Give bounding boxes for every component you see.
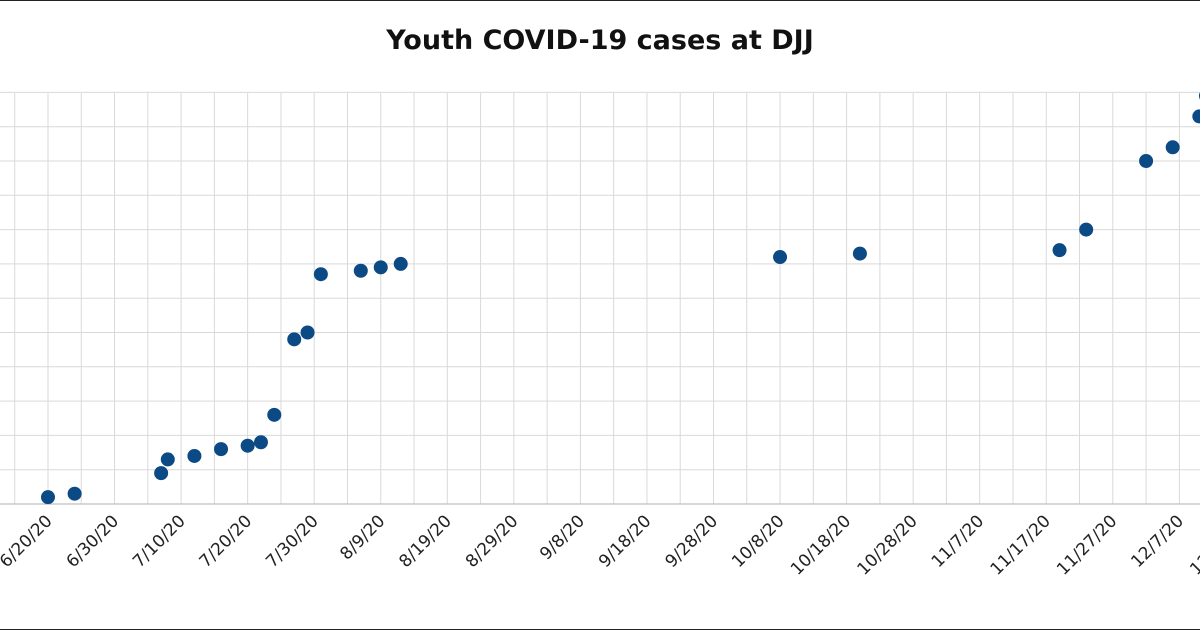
data-points — [41, 92, 1200, 505]
data-point — [1052, 243, 1067, 258]
data-point — [240, 438, 255, 453]
x-tick-label: 8/9/20 — [336, 511, 389, 564]
data-point — [287, 332, 302, 347]
data-point — [1192, 109, 1200, 124]
x-tick-label: 11/17/20 — [987, 511, 1055, 579]
data-point — [373, 260, 388, 275]
x-tick-label: 8/29/20 — [462, 511, 522, 571]
data-point — [187, 448, 202, 463]
data-point — [67, 486, 82, 501]
x-tick-label: 10/8/20 — [728, 511, 788, 571]
x-tick-label: 7/20/20 — [196, 511, 256, 571]
data-point — [253, 435, 268, 450]
x-tick-label: 11/27/20 — [1053, 511, 1121, 579]
data-point — [393, 256, 408, 271]
x-tick-label: 6/20/20 — [0, 511, 57, 571]
x-tick-label: 6/30/20 — [63, 511, 123, 571]
data-point — [300, 325, 315, 340]
data-point — [160, 452, 175, 467]
data-point — [313, 267, 328, 282]
x-tick-label: 11/7/20 — [928, 511, 988, 571]
data-point — [852, 246, 867, 261]
chart-title: Youth COVID-19 cases at DJJ — [386, 25, 814, 56]
x-tick-label: 10/18/20 — [787, 511, 855, 579]
x-tick-label: 8/19/20 — [395, 511, 455, 571]
data-point — [1165, 140, 1180, 155]
x-tick-label: 12/7/20 — [1127, 511, 1187, 571]
horizontal-gridlines — [0, 91, 1200, 471]
x-tick-label: 9/18/20 — [595, 511, 655, 571]
x-tick-label: 12/17/20 — [1186, 511, 1200, 579]
x-tick-label: 7/10/20 — [129, 511, 189, 571]
data-point — [267, 407, 282, 422]
x-tick-label: 10/28/20 — [854, 511, 922, 579]
x-tick-label: 9/28/20 — [662, 511, 722, 571]
data-point — [773, 250, 788, 265]
data-point — [1079, 222, 1094, 237]
x-tick-label: 7/30/20 — [262, 511, 322, 571]
data-point — [353, 263, 368, 278]
data-point — [214, 442, 229, 457]
x-tick-labels: 6/20/20 6/30/20 7/10/20 7/20/20 7/30/20 8/9/2… — [0, 511, 1200, 579]
data-point — [154, 466, 169, 481]
x-tick-label: 9/8/20 — [536, 511, 589, 564]
data-point — [41, 490, 55, 505]
data-point — [1139, 154, 1154, 168]
